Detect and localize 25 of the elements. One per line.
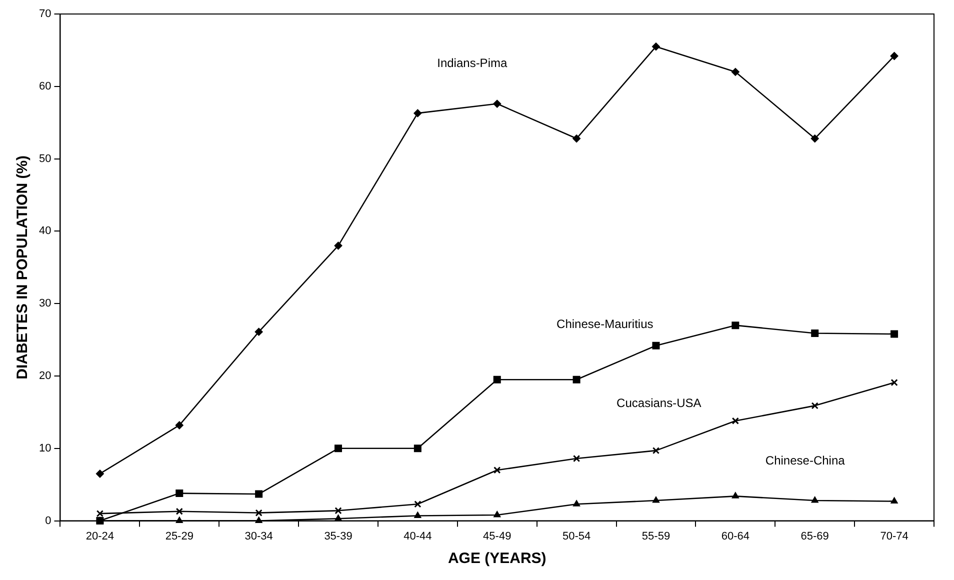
x-tick-label: 45-49 (483, 530, 512, 542)
y-tick-label: 0 (45, 514, 52, 527)
x-tick-label: 25-29 (165, 530, 194, 542)
x-tick-label: 50-54 (562, 530, 591, 542)
y-tick-label: 40 (38, 225, 52, 238)
y-tick-label: 50 (38, 152, 52, 165)
x-tick-label: 30-34 (244, 530, 273, 542)
y-axis-title: DIABETES IN POPULATION (%) (14, 155, 32, 380)
x-tick-label: 60-64 (721, 530, 750, 542)
y-tick-label: 10 (38, 442, 52, 454)
x-tick-label: 65-69 (800, 530, 829, 542)
y-tick-label: 70 (38, 8, 52, 20)
y-tick-label: 20 (38, 370, 52, 382)
y-tick-label: 30 (38, 298, 52, 310)
text: Indians-Pima (437, 56, 508, 70)
x-tick-label: 35-39 (324, 530, 352, 542)
x-tick-label: 40-44 (404, 530, 432, 542)
x-tick-label: 55-59 (642, 530, 670, 542)
y-tick-label: 60 (38, 80, 52, 92)
series-label: Cucasians-USA (616, 396, 702, 410)
text: Chinese-China (765, 453, 846, 468)
series-label: Chinese-Mauritius (556, 316, 654, 331)
x-tick-label: 20-24 (86, 530, 114, 542)
x-axis-title: AGE (YEARS) (448, 550, 546, 568)
x-tick-label: 70-74 (880, 530, 908, 542)
